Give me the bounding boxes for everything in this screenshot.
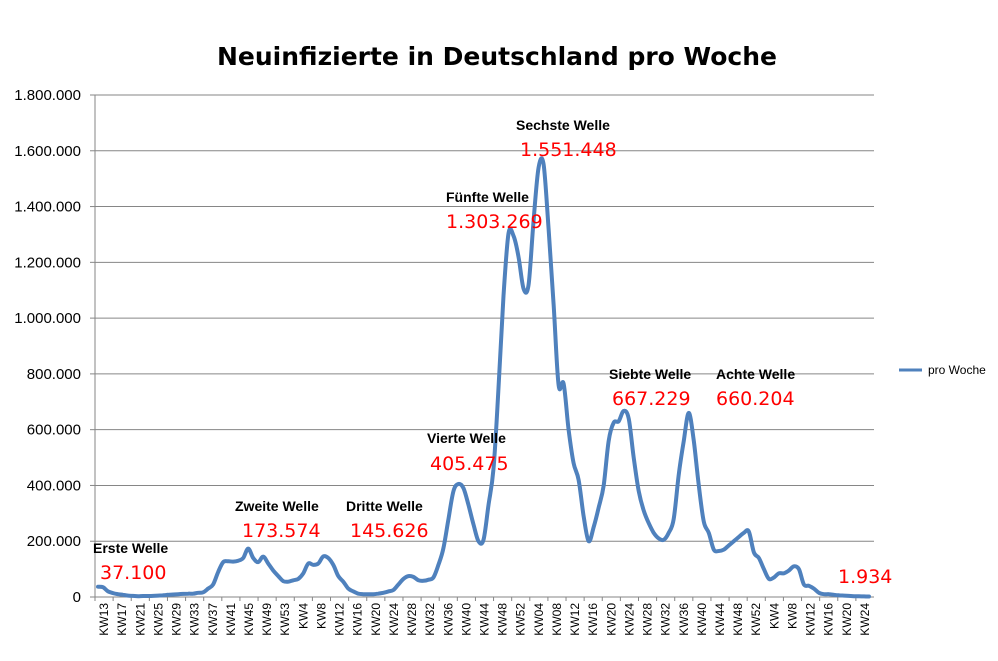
x-tick-label: KW4 — [296, 603, 310, 629]
x-tick-label: KW52 — [749, 603, 763, 636]
x-tick-label: KW25 — [151, 603, 165, 636]
x-tick-label: KW44 — [713, 603, 727, 636]
x-tick-label: KW12 — [568, 603, 582, 636]
series-line-pro-woche — [96, 156, 871, 599]
x-tick-label: KW16 — [586, 603, 600, 636]
x-tick-label: KW24 — [858, 603, 872, 636]
annotation-value: 1.551.448 — [520, 139, 617, 161]
x-tick-label: KW52 — [514, 603, 528, 636]
x-tick-label: KW4 — [767, 603, 781, 629]
series — [96, 156, 871, 599]
x-tick-label: KW08 — [550, 603, 564, 636]
annotation-value: 37.100 — [100, 562, 166, 584]
axes — [94, 95, 874, 598]
legend-label: pro Woche — [928, 363, 986, 377]
y-tick-label: 200.000 — [27, 533, 81, 550]
y-tick-label: 1.400.000 — [14, 199, 81, 216]
annotation-value: 173.574 — [242, 520, 321, 542]
x-tick-label: KW8 — [785, 603, 799, 629]
x-tick-label: KW33 — [188, 603, 202, 636]
annotation-label: Fünfte Welle — [446, 189, 529, 205]
x-tick-label: KW16 — [351, 603, 365, 636]
x-tick-label: KW53 — [278, 603, 292, 636]
x-tick-label: KW12 — [804, 603, 818, 636]
x-tick-label: KW13 — [97, 603, 111, 636]
x-tick-label: KW40 — [695, 603, 709, 636]
y-tick-label: 800.000 — [27, 366, 81, 383]
y-tick-label: 1.800.000 — [14, 87, 81, 104]
annotation-label: Sechste Welle — [516, 117, 610, 133]
annotation-value: 145.626 — [350, 520, 429, 542]
annotation-value: 660.204 — [716, 388, 795, 410]
x-tick-label: KW48 — [731, 603, 745, 636]
x-tick-label: KW20 — [840, 603, 854, 636]
y-tick-label: 600.000 — [27, 422, 81, 439]
annotation-label: Erste Welle — [93, 540, 168, 556]
annotation-value: 667.229 — [612, 388, 691, 410]
chart-title: Neuinfizierte in Deutschland pro Woche — [217, 42, 777, 71]
x-tick-label: KW49 — [260, 603, 274, 636]
x-tick-label: KW45 — [242, 603, 256, 636]
x-tick-label: KW24 — [622, 603, 636, 636]
x-tick-label: KW48 — [496, 603, 510, 636]
annotation-value: 405.475 — [430, 453, 509, 475]
annotation-label: Achte Welle — [716, 366, 795, 382]
x-axis-ticks: KW13 KW17 KW21 KW25 KW29 KW33 KW37 KW41 KW45 KW49… — [94, 597, 872, 636]
x-tick-label: KW20 — [369, 603, 383, 636]
annotation-value: 1.303.269 — [446, 211, 543, 233]
x-tick-label: KW28 — [641, 603, 655, 636]
x-tick-label: KW24 — [387, 603, 401, 636]
x-tick-label: KW12 — [333, 603, 347, 636]
annotation-label: Zweite Welle — [235, 498, 319, 514]
annotation-value: 1.934 — [838, 566, 892, 588]
x-tick-label: KW21 — [133, 603, 147, 636]
x-tick-label: KW28 — [405, 603, 419, 636]
x-tick-label: KW20 — [604, 603, 618, 636]
x-tick-label: KW40 — [459, 603, 473, 636]
y-tick-label: 0 — [73, 589, 81, 606]
x-tick-label: KW17 — [115, 603, 129, 636]
x-tick-label: KW16 — [822, 603, 836, 636]
x-tick-label: KW44 — [478, 603, 492, 636]
x-tick-label: KW29 — [170, 603, 184, 636]
x-tick-label: KW32 — [659, 603, 673, 636]
x-tick-label: KW8 — [314, 603, 328, 629]
legend: pro Woche — [899, 363, 986, 377]
y-tick-label: 400.000 — [27, 477, 81, 494]
annotations: Erste Welle 37.100 Zweite Welle 173.574 Drit… — [93, 117, 892, 588]
x-tick-label: KW32 — [423, 603, 437, 636]
grid — [95, 94, 874, 542]
x-tick-label: KW37 — [206, 603, 220, 636]
annotation-label: Dritte Welle — [346, 498, 423, 514]
x-tick-label: KW41 — [224, 603, 238, 636]
x-tick-label: KW36 — [441, 603, 455, 636]
annotation-label: Vierte Welle — [427, 430, 506, 446]
annotation-label: Siebte Welle — [609, 366, 691, 382]
x-tick-label: KW36 — [677, 603, 691, 636]
x-tick-label: KW04 — [532, 603, 546, 636]
y-tick-label: 1.200.000 — [14, 254, 81, 271]
y-tick-label: 1.600.000 — [14, 143, 81, 160]
y-axis-ticks: 0 200.000 400.000 600.000 800.000 1.000.000 1.… — [14, 87, 95, 606]
y-tick-label: 1.000.000 — [14, 310, 81, 327]
